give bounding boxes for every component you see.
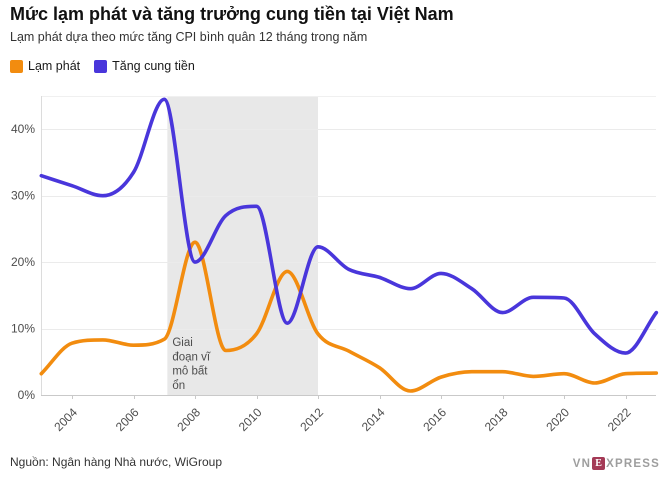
x-axis-label: 2006 — [113, 405, 142, 434]
x-axis-label: 2008 — [174, 405, 203, 434]
y-axis-label: 30% — [11, 189, 35, 203]
legend-item-money-supply: Tăng cung tiền — [94, 59, 195, 73]
x-axis-label: 2004 — [51, 405, 80, 434]
x-axis-label: 2022 — [605, 405, 634, 434]
vnexpress-logo-pre: VN — [572, 457, 592, 470]
legend: Lạm phát Tăng cung tiền — [10, 59, 195, 73]
money-supply-line — [39, 97, 659, 355]
money-supply-swatch-icon — [94, 59, 108, 73]
vnexpress-logo-post: XPRESS — [606, 457, 660, 470]
x-axis-label: 2016 — [420, 405, 449, 434]
annotation-text: Giai đoạn vĩ mô bất ổn — [172, 337, 211, 392]
y-axis-label: 10% — [11, 322, 35, 336]
x-axis-label: 2020 — [543, 405, 572, 434]
legend-label-money-supply: Tăng cung tiền — [112, 59, 195, 73]
vnexpress-logo-mark-icon: E — [592, 457, 606, 470]
inflation-line — [39, 240, 659, 393]
x-axis-label: 2010 — [236, 405, 265, 434]
x-axis-label: 2012 — [297, 405, 326, 434]
chart-subtitle: Lạm phát dựa theo mức tăng CPI bình quân… — [10, 30, 368, 44]
chart-title: Mức lạm phát và tăng trưởng cung tiền tạ… — [10, 4, 454, 24]
legend-item-inflation: Lạm phát — [10, 59, 80, 73]
y-axis-label: 20% — [11, 255, 35, 269]
x-axis-label: 2018 — [482, 405, 511, 434]
inflation-swatch-icon — [10, 59, 23, 73]
vnexpress-logo: VN E XPRESS — [573, 457, 660, 470]
y-axis-label: 0% — [18, 388, 36, 402]
x-axis-label: 2014 — [359, 405, 388, 434]
y-axis-label: 40% — [11, 122, 35, 136]
source-note: Nguồn: Ngân hàng Nhà nước, WiGroup — [10, 455, 223, 469]
legend-label-inflation: Lạm phát — [28, 59, 81, 73]
